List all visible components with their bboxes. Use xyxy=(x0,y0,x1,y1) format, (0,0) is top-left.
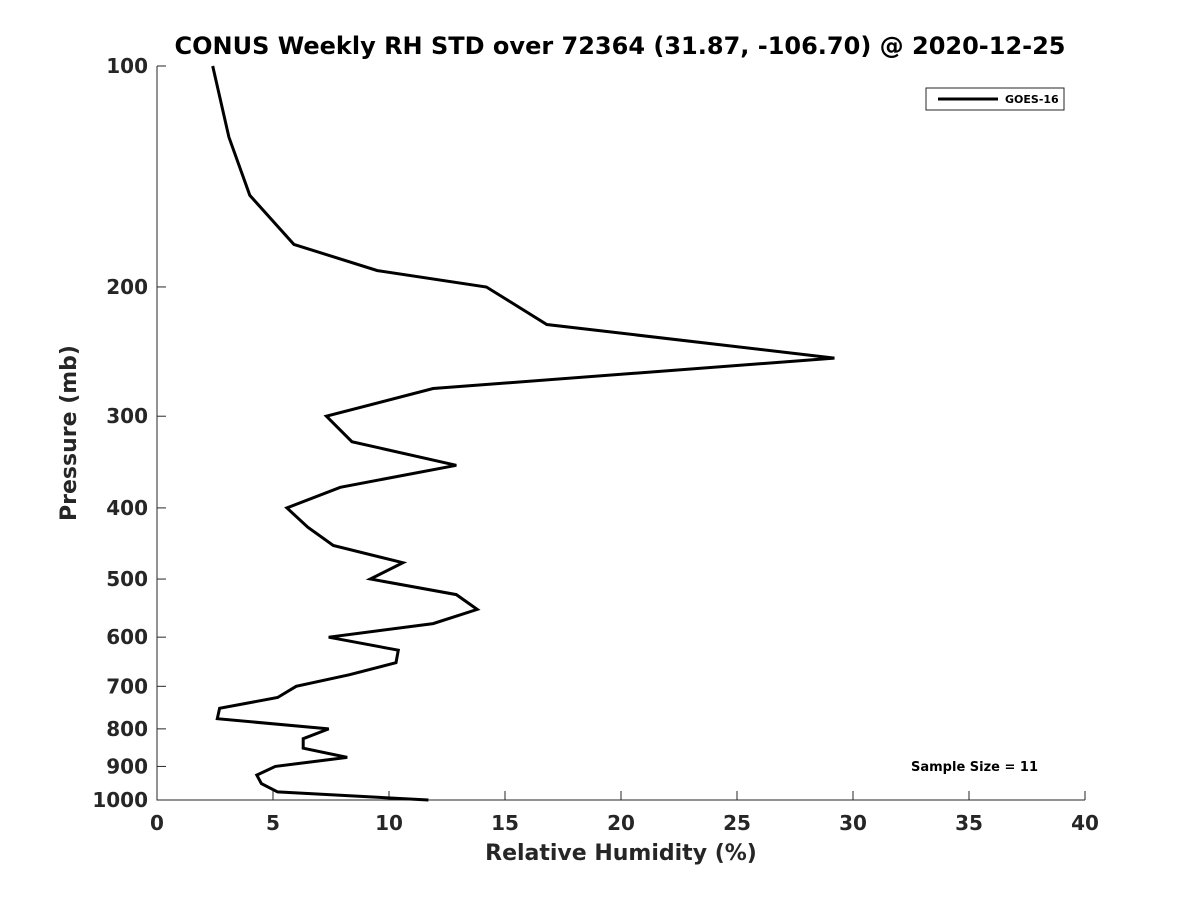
y-tick-label: 500 xyxy=(106,567,148,591)
y-axis-label: Pressure (mb) xyxy=(57,345,82,521)
x-tick-label: 0 xyxy=(150,811,164,835)
x-axis-label: Relative Humidity (%) xyxy=(485,841,757,866)
y-tick-label: 100 xyxy=(106,54,148,78)
axes-frame xyxy=(156,66,1085,801)
x-tick-label: 10 xyxy=(375,811,403,835)
y-tick-label: 600 xyxy=(106,625,148,649)
series-line-goes-16 xyxy=(211,65,835,802)
y-tick-label: 300 xyxy=(106,404,148,428)
y-tick-label: 800 xyxy=(106,717,148,741)
x-tick-label: 25 xyxy=(723,811,751,835)
series-layer xyxy=(211,65,835,802)
chart-title: CONUS Weekly RH STD over 72364 (31.87, -… xyxy=(174,32,1065,60)
x-tick-label: 5 xyxy=(266,811,280,835)
y-tick-label: 900 xyxy=(106,754,148,778)
x-tick-label: 35 xyxy=(955,811,983,835)
x-tick-label: 15 xyxy=(491,811,519,835)
y-tick-label: 400 xyxy=(106,496,148,520)
y-tick-label: 1000 xyxy=(92,788,148,812)
x-axis: 0 5 10 15 20 25 30 35 40 xyxy=(150,791,1099,835)
x-tick-label: 40 xyxy=(1071,811,1099,835)
sample-size-annotation: Sample Size = 11 xyxy=(911,760,1038,775)
y-tick-label: 200 xyxy=(106,275,148,299)
x-tick-label: 20 xyxy=(607,811,635,835)
legend: GOES-16 xyxy=(925,87,1065,111)
x-tick-label: 30 xyxy=(839,811,867,835)
legend-label-goes-16: GOES-16 xyxy=(1005,93,1059,106)
y-tick-label: 700 xyxy=(106,674,148,698)
y-axis: 100 200 300 400 500 600 700 800 900 1000 xyxy=(92,54,166,812)
plot-area: 0 5 10 15 20 25 30 35 40 100 200 300 400 500 600 700 80… xyxy=(92,54,1099,835)
